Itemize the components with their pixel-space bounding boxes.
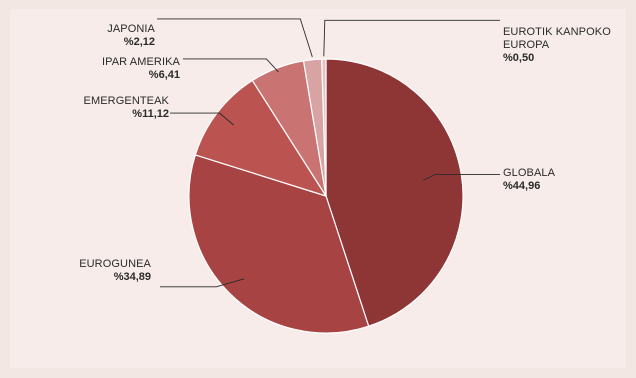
pie-slice-eurogunea <box>188 154 370 334</box>
slice-percent: %44,96 <box>503 180 541 192</box>
slice-label-eurotik-kanpoko-europa: EUROTIK KANPOKO EUROPA %0,50 <box>503 26 611 65</box>
slice-percent: %34,89 <box>113 271 151 283</box>
leader-line-emergenteak <box>170 112 234 126</box>
leader-lines <box>157 18 500 288</box>
leader-line-eurogunea <box>160 278 245 288</box>
pie-slices <box>188 58 464 334</box>
slice-percent: %0,50 <box>503 52 535 64</box>
pie-slice-emergenteak <box>194 79 328 198</box>
leader-line-globala <box>423 173 500 181</box>
slice-name: GLOBALA <box>503 167 556 179</box>
slice-name: IPAR AMERIKA <box>101 56 180 68</box>
slice-percent: %11,12 <box>132 108 169 120</box>
slice-label-japonia: JAPONIA %2,12 <box>107 23 155 49</box>
pie-slice-eurotik-kanpoko-europa <box>321 58 327 197</box>
leader-line-ipar-amerika <box>183 58 279 73</box>
leader-line-japonia <box>157 18 313 58</box>
leader-line-eurotik-kanpoko-europa <box>323 19 500 57</box>
slice-name: EUROTIK KANPOKO <box>503 26 611 38</box>
slice-name: EUROPA <box>503 39 550 51</box>
slice-name: JAPONIA <box>107 23 155 35</box>
slice-name: EMERGENTEAK <box>83 95 169 107</box>
slice-label-ipar-amerika: IPAR AMERIKA %6,41 <box>102 56 180 82</box>
slice-label-emergenteak: EMERGENTEAK %11,12 <box>84 95 169 121</box>
slice-label-globala: GLOBALA %44,96 <box>503 167 555 193</box>
slice-percent: %6,41 <box>148 69 180 81</box>
slice-label-eurogunea: EUROGUNEA %34,89 <box>79 258 151 284</box>
slice-name: EUROGUNEA <box>79 258 151 270</box>
slice-percent: %2,12 <box>123 36 155 48</box>
